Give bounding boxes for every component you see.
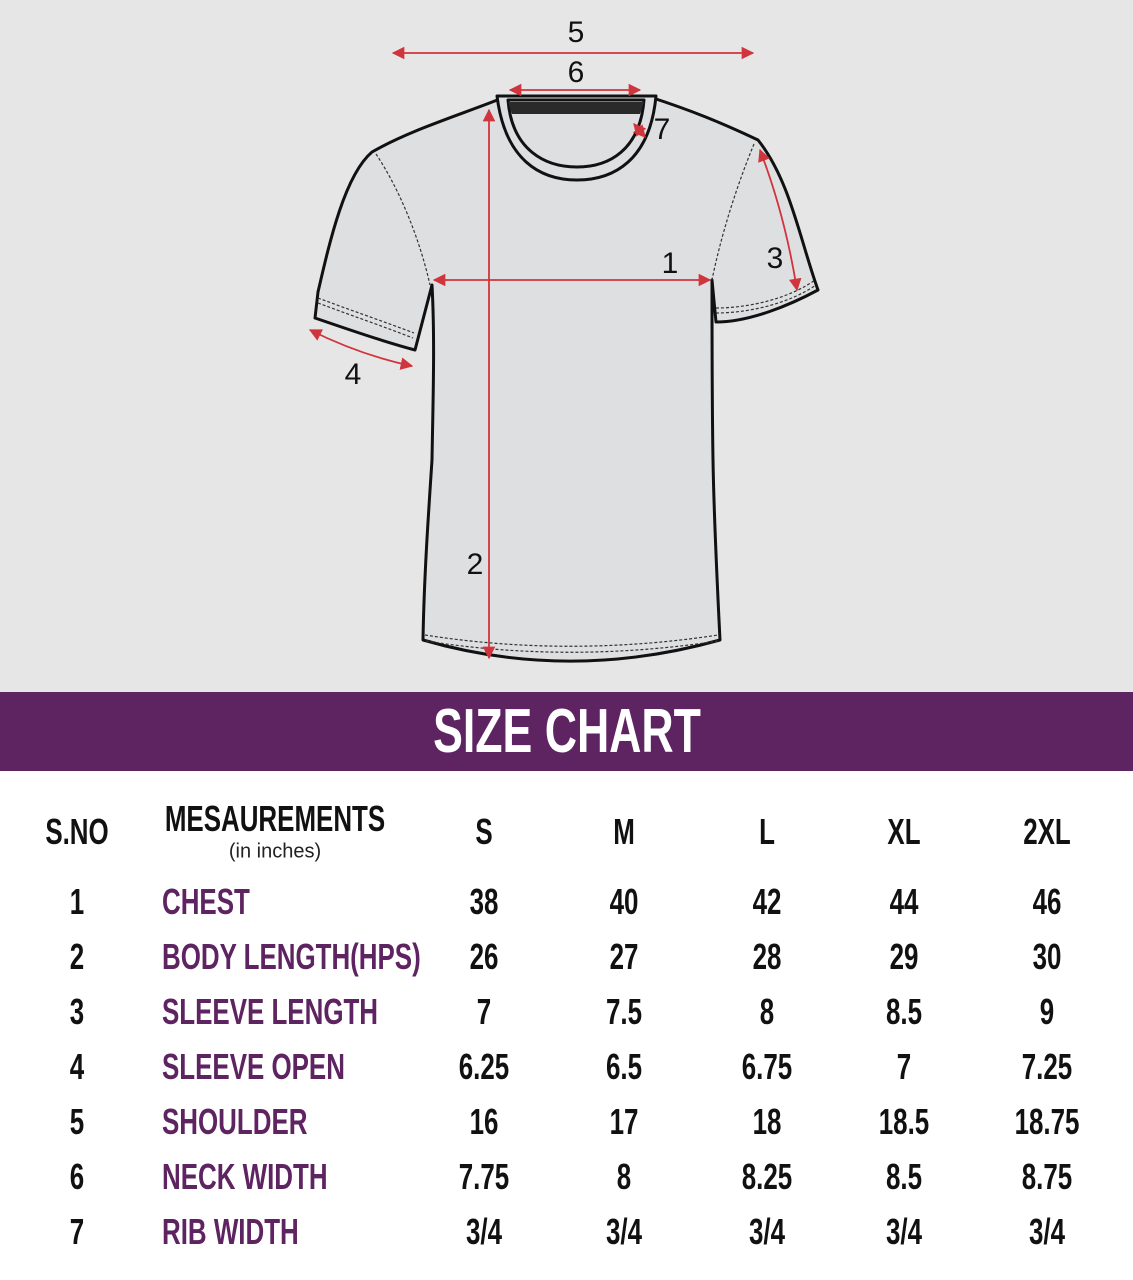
row-value: 8.5 <box>885 991 923 1032</box>
row-value: 18.5 <box>878 1101 930 1142</box>
row-value: 6.5 <box>605 1046 643 1087</box>
row-sno: 6 <box>69 1156 85 1197</box>
row-value: 44 <box>889 881 919 922</box>
label-2: 2 <box>467 548 484 581</box>
row-value: 8.25 <box>741 1156 793 1197</box>
row-value: 3/4 <box>885 1211 923 1252</box>
row-value: 3/4 <box>1028 1211 1066 1252</box>
label-6: 6 <box>568 56 585 89</box>
header-size: S <box>475 811 493 852</box>
row-value: 30 <box>1032 936 1062 977</box>
row-value: 7.5 <box>605 991 643 1032</box>
row-sno: 5 <box>69 1101 85 1142</box>
row-value: 8 <box>759 991 775 1032</box>
row-value: 3/4 <box>605 1211 643 1252</box>
row-measurement-name: SHOULDER <box>162 1101 308 1142</box>
measurement-arrows <box>308 46 802 660</box>
neck-tag-band <box>508 102 644 114</box>
header-size: 2XL <box>1023 811 1071 852</box>
row-value: 16 <box>469 1101 499 1142</box>
row-value: 9 <box>1039 991 1055 1032</box>
size-chart-banner: SIZE CHART <box>0 692 1133 771</box>
row-value: 6.75 <box>741 1046 793 1087</box>
arrow-sleeve-length <box>758 148 802 292</box>
row-value: 8.5 <box>885 1156 923 1197</box>
row-value: 40 <box>609 881 639 922</box>
row-value: 7 <box>476 991 492 1032</box>
row-measurement-name: SLEEVE OPEN <box>162 1046 345 1087</box>
row-value: 27 <box>609 936 639 977</box>
header-size: M <box>613 811 635 852</box>
row-value: 7.75 <box>458 1156 510 1197</box>
row-value: 18 <box>752 1101 782 1142</box>
row-value: 8.75 <box>1021 1156 1073 1197</box>
row-value: 3/4 <box>748 1211 786 1252</box>
header-size: L <box>759 811 775 852</box>
label-5: 5 <box>568 16 585 49</box>
row-value: 18.75 <box>1014 1101 1080 1142</box>
row-sno: 4 <box>69 1046 85 1087</box>
arrow-sleeve-open <box>308 329 414 370</box>
row-value: 26 <box>469 936 499 977</box>
row-value: 29 <box>889 936 919 977</box>
row-measurement-name: SLEEVE LENGTH <box>162 991 379 1032</box>
row-value: 6.25 <box>458 1046 510 1087</box>
tshirt-outline <box>313 95 820 663</box>
row-value: 17 <box>609 1101 639 1142</box>
row-value: 42 <box>752 881 782 922</box>
banner-title: SIZE CHART <box>432 697 701 766</box>
row-sno: 1 <box>69 881 85 922</box>
row-measurement-name: CHEST <box>162 881 250 922</box>
tshirt-illustration: 1 2 3 4 5 6 7 <box>308 16 820 663</box>
label-1: 1 <box>662 247 679 280</box>
row-measurement-name: BODY LENGTH(HPS) <box>162 936 421 977</box>
row-measurement-name: RIB WIDTH <box>162 1211 299 1252</box>
tshirt-measurement-diagram: 1 2 3 4 5 6 7 <box>0 0 1133 692</box>
row-value: 3/4 <box>465 1211 503 1252</box>
arrow-rib-width <box>632 123 647 138</box>
label-7: 7 <box>654 113 671 146</box>
header-size: XL <box>887 811 921 852</box>
row-value: 38 <box>469 881 499 922</box>
header-measurement: MESAUREMENTS <box>164 798 386 839</box>
row-measurement-name: NECK WIDTH <box>162 1156 328 1197</box>
row-value: 8 <box>616 1156 632 1197</box>
row-value: 7 <box>896 1046 912 1087</box>
row-value: 46 <box>1032 881 1062 922</box>
header-unit: (in inches) <box>228 840 322 863</box>
header-sno: S.NO <box>45 811 109 852</box>
row-value: 7.25 <box>1021 1046 1073 1087</box>
row-sno: 3 <box>69 991 85 1032</box>
row-sno: 7 <box>69 1211 85 1252</box>
label-3: 3 <box>767 242 784 275</box>
label-4: 4 <box>345 358 362 391</box>
row-sno: 2 <box>69 936 85 977</box>
row-value: 28 <box>752 936 782 977</box>
